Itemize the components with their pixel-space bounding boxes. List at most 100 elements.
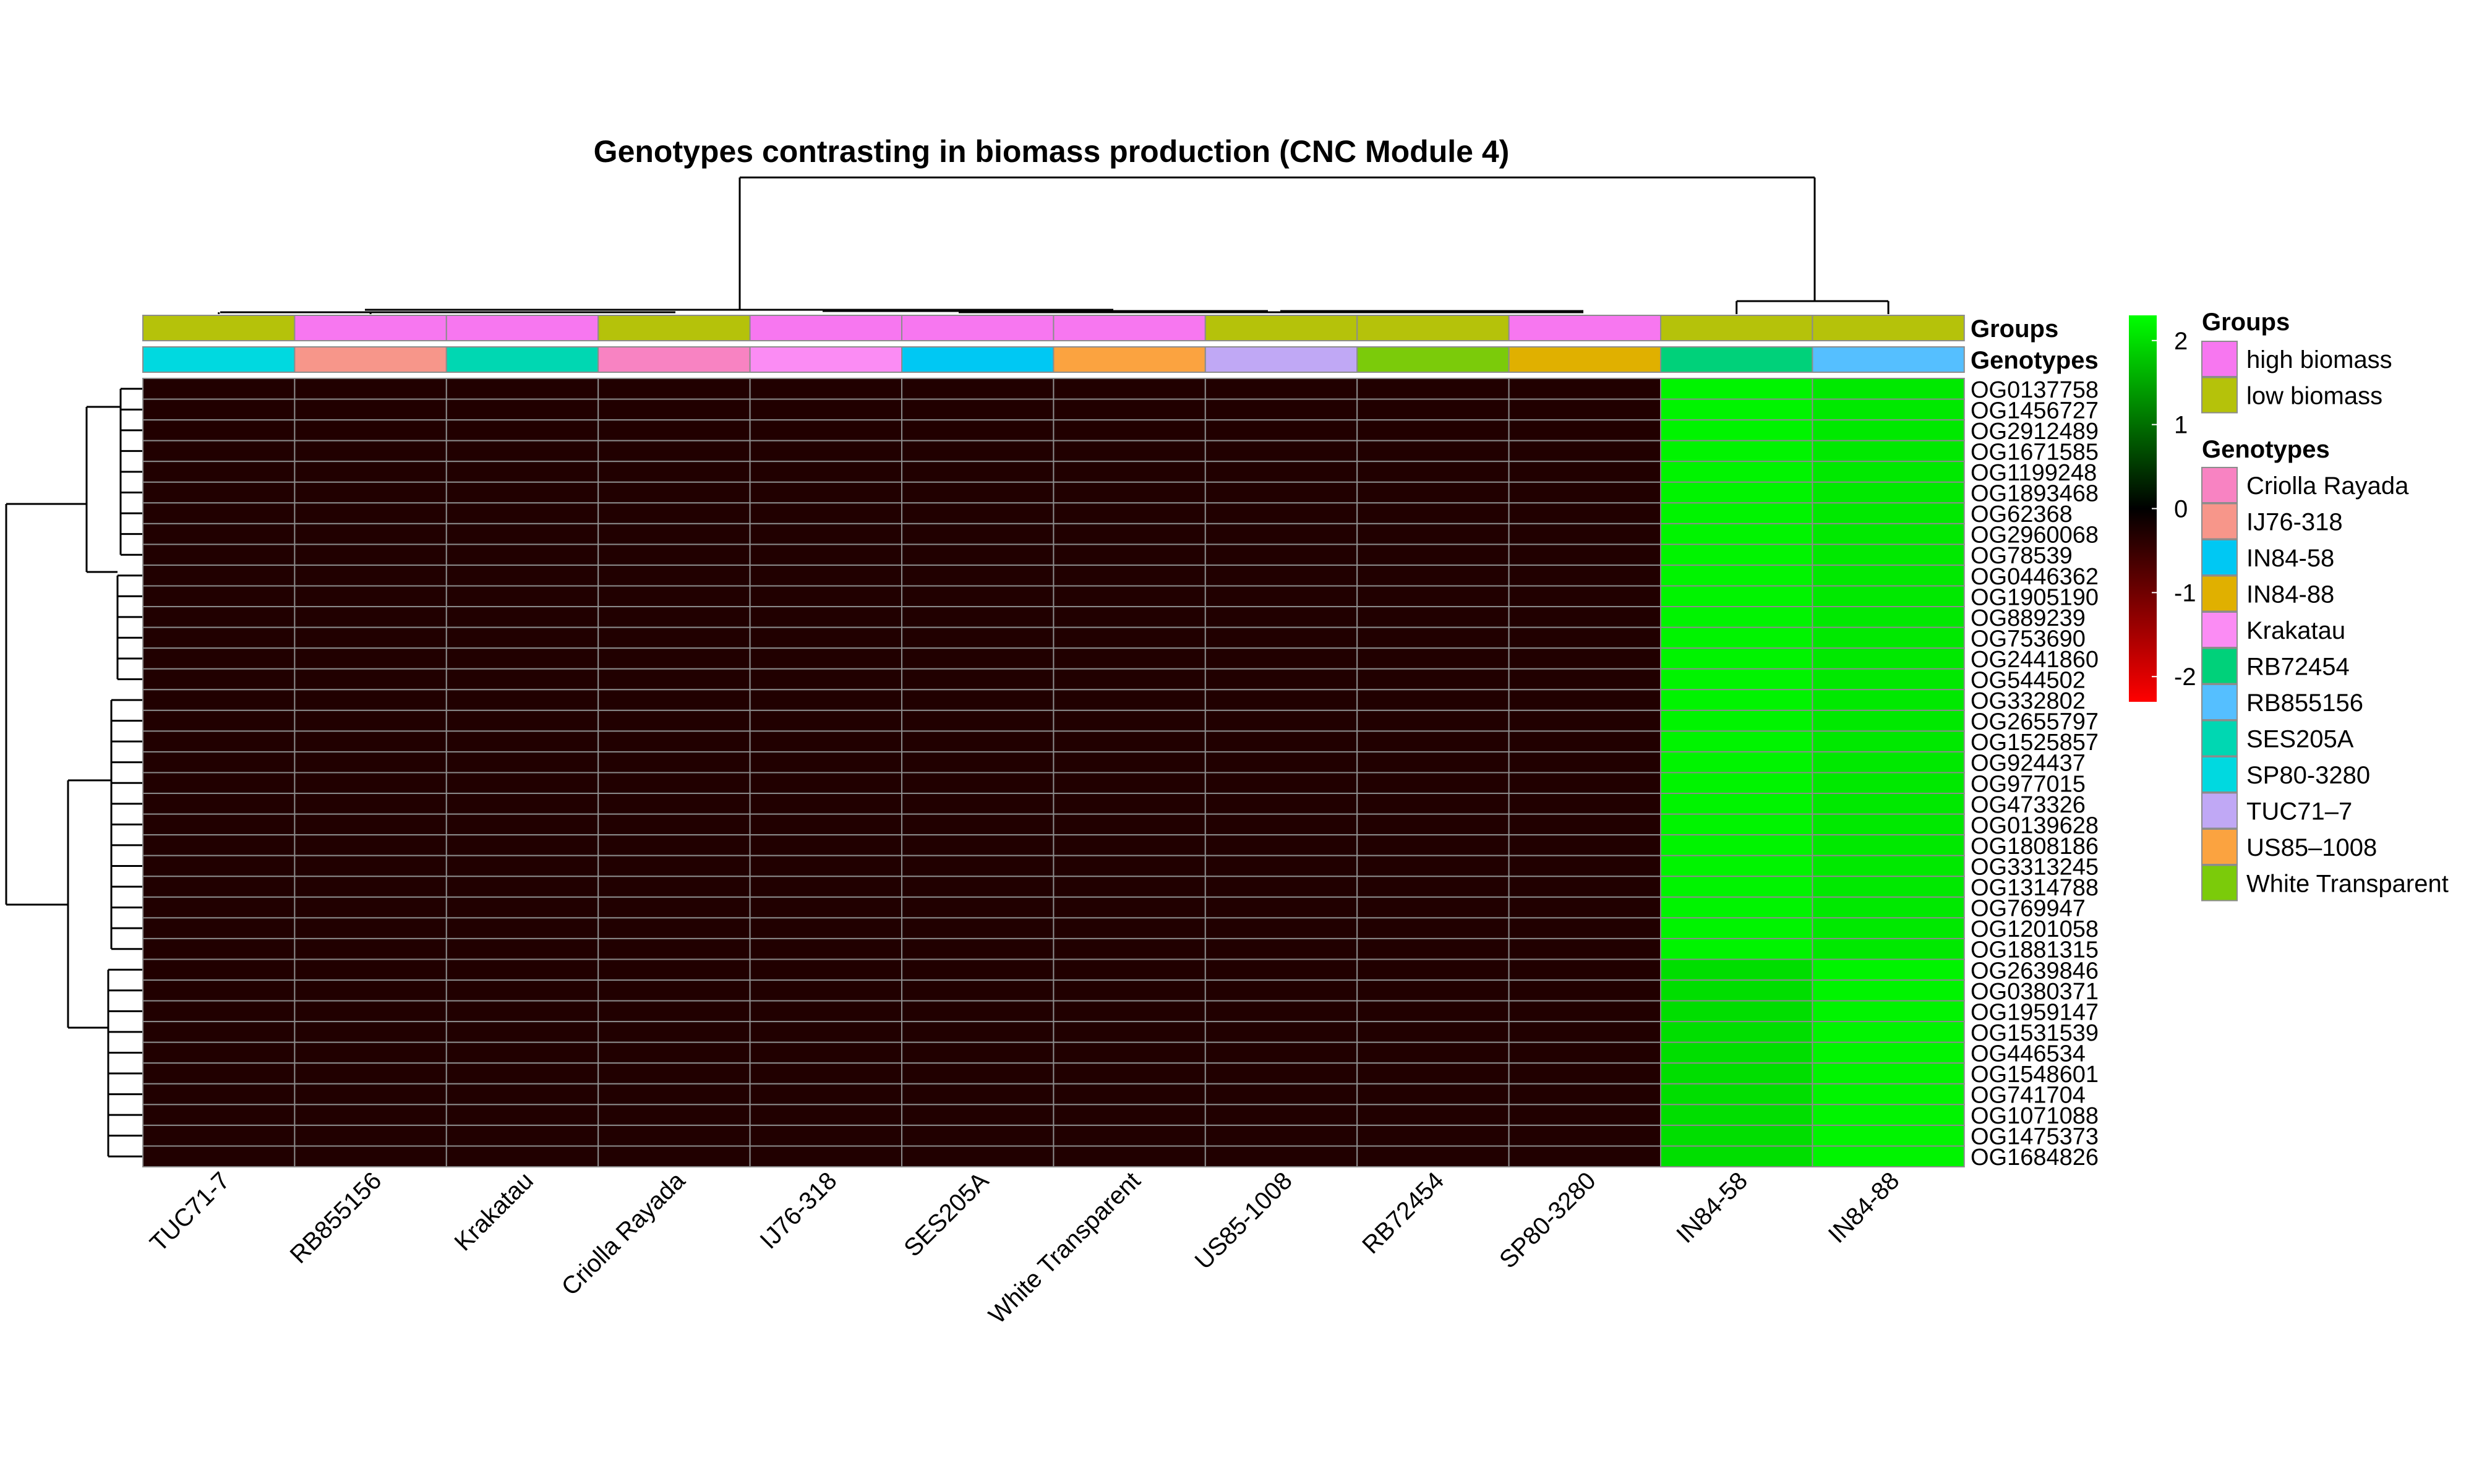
cell-og0137758-us85-1008 [1204,378,1358,400]
cell-og2639846-us85-1008 [1204,958,1358,981]
genotypes-legend-label-rb72454: RB72454 [2246,654,2350,681]
cell-og2912489-rb855156 [294,419,447,441]
row-label-og741704: OG741704 [1971,1083,2086,1109]
cell-og78539-rb855156 [294,544,447,566]
row-label-og1071088: OG1071088 [1971,1103,2099,1129]
cell-og544502-krakatau [445,668,599,691]
cell-og2441860-in84-58 [1660,647,1813,670]
cell-og1959147-sp80-3280 [1508,1000,1662,1023]
row-label-og1531539: OG1531539 [1971,1020,2099,1046]
cell-og977015-ses205a [901,772,1055,795]
cell-og2912489-us85-1008 [1204,419,1358,441]
genotypes-legend-label-in84-58: IN84-58 [2246,545,2334,572]
cell-og1959147-white-transparent [1053,1000,1206,1023]
cell-og78539-white-transparent [1053,544,1206,566]
cell-og1475373-us85-1008 [1204,1124,1358,1147]
cell-og2441860-criolla-rayada [597,647,751,670]
cell-og2639846-rb72454 [1356,958,1510,981]
cell-og1456727-krakatau [445,398,599,421]
cell-og1475373-ij76-318 [749,1124,902,1147]
cell-og741704-rb855156 [294,1083,447,1106]
groups-legend-label-high-biomass: high biomass [2246,346,2392,373]
cell-og1199248-rb72454 [1356,461,1510,483]
cell-og1905190-in84-58 [1660,585,1813,608]
cell-og1959147-criolla-rayada [597,1000,751,1023]
cell-og1199248-us85-1008 [1204,461,1358,483]
cell-og0446362-rb855156 [294,564,447,587]
cell-og741704-ses205a [901,1083,1055,1106]
cell-og1905190-ij76-318 [749,585,902,608]
row-label-og2441860: OG2441860 [1971,647,2099,673]
cell-og332802-in84-58 [1660,689,1813,711]
cell-og3313245-tuc71-7 [142,855,296,877]
cell-og2639846-in84-88 [1812,958,1965,981]
cell-og332802-us85-1008 [1204,689,1358,711]
cell-og1959147-rb72454 [1356,1000,1510,1023]
cell-og0139628-white-transparent [1053,813,1206,836]
cell-og446534-white-transparent [1053,1041,1206,1064]
cell-og769947-criolla-rayada [597,896,751,919]
cell-og1548601-us85-1008 [1204,1062,1358,1085]
cell-og78539-ij76-318 [749,544,902,566]
row-label-og78539: OG78539 [1971,543,2073,569]
cell-og1456727-criolla-rayada [597,398,751,421]
cell-og1199248-in84-58 [1660,461,1813,483]
cell-og544502-ij76-318 [749,668,902,691]
cell-og1525857-tuc71-7 [142,730,296,753]
cell-og924437-criolla-rayada [597,751,751,774]
cell-og889239-in84-88 [1812,606,1965,628]
cell-og2912489-sp80-3280 [1508,419,1662,441]
row-label-og1456727: OG1456727 [1971,398,2099,424]
cell-og1959147-in84-88 [1812,1000,1965,1023]
cell-og473326-rb855156 [294,793,447,815]
cell-og924437-ses205a [901,751,1055,774]
group-cell-in84-58 [1660,315,1813,341]
cell-og2655797-in84-88 [1812,709,1965,732]
cell-og741704-in84-58 [1660,1083,1813,1106]
cell-og1475373-criolla-rayada [597,1124,751,1147]
cell-og0446362-sp80-3280 [1508,564,1662,587]
cell-og1905190-tuc71-7 [142,585,296,608]
cell-og332802-ij76-318 [749,689,902,711]
genotype-cell-ij76-318 [749,346,902,373]
cell-og1456727-ses205a [901,398,1055,421]
cell-og2655797-us85-1008 [1204,709,1358,732]
cell-og1456727-tuc71-7 [142,398,296,421]
cell-og1314788-us85-1008 [1204,876,1358,898]
cell-og1456727-us85-1008 [1204,398,1358,421]
cell-og0137758-ses205a [901,378,1055,400]
cell-og977015-krakatau [445,772,599,795]
cell-og2441860-rb72454 [1356,647,1510,670]
cell-og473326-rb72454 [1356,793,1510,815]
cell-og889239-in84-58 [1660,606,1813,628]
cell-og0380371-tuc71-7 [142,979,296,1002]
cell-og544502-criolla-rayada [597,668,751,691]
row-label-og2655797: OG2655797 [1971,709,2099,735]
row-label-og1893468: OG1893468 [1971,481,2099,507]
cell-og977015-ij76-318 [749,772,902,795]
cell-og2655797-ij76-318 [749,709,902,732]
cell-og1671585-tuc71-7 [142,440,296,463]
cell-og1684826-tuc71-7 [142,1145,296,1168]
row-label-og544502: OG544502 [1971,668,2086,694]
genotype-cell-sp80-3280 [1508,346,1662,373]
cell-og1808186-in84-88 [1812,834,1965,856]
cell-og1199248-in84-88 [1812,461,1965,483]
cell-og0380371-sp80-3280 [1508,979,1662,1002]
cell-og2655797-rb855156 [294,709,447,732]
cell-og1201058-sp80-3280 [1508,917,1662,939]
genotypes-legend-label-ij76-318: IJ76-318 [2246,509,2343,536]
cell-og889239-tuc71-7 [142,606,296,628]
cell-og2912489-rb72454 [1356,419,1510,441]
cell-og1201058-in84-58 [1660,917,1813,939]
cell-og1671585-us85-1008 [1204,440,1358,463]
column-dendrogram [218,176,1890,314]
cell-og1808186-ij76-318 [749,834,902,856]
cell-og2441860-rb855156 [294,647,447,670]
cell-og1684826-in84-88 [1812,1145,1965,1168]
cell-og2441860-white-transparent [1053,647,1206,670]
genotype-cell-us85-1008 [1204,346,1358,373]
cell-og1201058-criolla-rayada [597,917,751,939]
row-label-og1548601: OG1548601 [1971,1062,2099,1088]
genotype-cell-ses205a [901,346,1055,373]
